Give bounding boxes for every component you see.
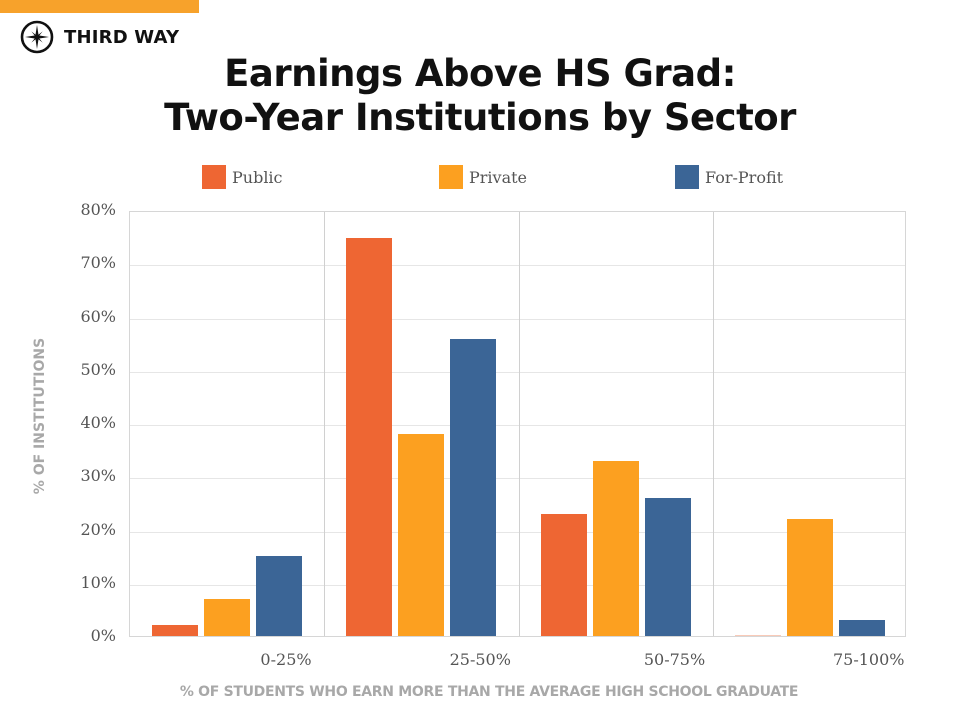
y-tick-label: 80% xyxy=(80,200,116,219)
bar-for-profit-50-75 xyxy=(644,497,691,636)
legend-item-public: Public xyxy=(202,165,283,189)
gridline xyxy=(130,478,905,480)
x-tick-label: 25-50% xyxy=(449,650,511,669)
gridline xyxy=(130,531,905,533)
brand-name: THIRD WAY xyxy=(64,26,180,48)
y-tick-label: 10% xyxy=(80,572,116,592)
gridline xyxy=(130,318,905,320)
y-tick-label: 50% xyxy=(80,359,116,379)
chart-title-line-1: Earnings Above HS Grad: xyxy=(224,52,736,95)
bar-private-0-25 xyxy=(204,598,251,636)
y-tick-label: 70% xyxy=(80,253,116,273)
gridline xyxy=(130,425,905,426)
gridline xyxy=(130,371,905,373)
bar-private-50-75 xyxy=(592,460,639,636)
gridline xyxy=(130,584,905,586)
y-tick-label: 60% xyxy=(80,306,116,326)
legend-label-public: Public xyxy=(232,167,283,187)
compass-star-icon xyxy=(20,20,54,54)
bar-for-profit-25-50 xyxy=(450,338,497,636)
category-divider xyxy=(324,212,326,636)
chart-title: Earnings Above HS Grad: Two-Year Institu… xyxy=(0,52,960,140)
legend-swatch-public xyxy=(202,165,226,189)
legend-item-private: Private xyxy=(439,165,527,189)
legend-item-for-profit: For-Profit xyxy=(675,165,783,189)
legend-label-private: Private xyxy=(469,167,528,187)
y-tick-label: 0% xyxy=(90,626,116,645)
y-tick-label: 40% xyxy=(80,413,116,432)
plot-area xyxy=(129,211,906,637)
gridline xyxy=(130,265,905,267)
chart-title-line-2: Two-Year Institutions by Sector xyxy=(164,96,796,139)
y-tick-label: 30% xyxy=(80,466,116,486)
bar-private-75-100 xyxy=(786,519,833,636)
bar-public-25-50 xyxy=(346,237,393,636)
bar-for-profit-75-100 xyxy=(838,620,885,636)
legend-swatch-for-profit xyxy=(675,165,699,189)
x-axis-title: % OF STUDENTS WHO EARN MORE THAN THE AVE… xyxy=(179,684,799,700)
brand-logo: THIRD WAY xyxy=(20,20,179,54)
y-tick-label: 20% xyxy=(80,519,116,539)
x-tick-label: 75-100% xyxy=(832,650,905,669)
bar-public-0-25 xyxy=(152,625,199,636)
bar-public-75-100 xyxy=(734,635,781,636)
bar-public-50-75 xyxy=(540,513,587,636)
bar-for-profit-0-25 xyxy=(256,556,303,636)
legend-swatch-private xyxy=(439,165,463,189)
category-divider xyxy=(518,212,520,636)
category-divider xyxy=(712,212,714,636)
x-tick-label: 0-25% xyxy=(260,650,312,669)
x-tick-label: 50-75% xyxy=(643,650,706,669)
chart-legend: Public Private For-Profit xyxy=(0,165,960,191)
legend-label-for-profit: For-Profit xyxy=(705,167,784,187)
y-axis-title: % OF INSTITUTIONS xyxy=(32,337,48,495)
bar-private-25-50 xyxy=(398,434,445,636)
brand-accent-bar xyxy=(0,0,199,13)
